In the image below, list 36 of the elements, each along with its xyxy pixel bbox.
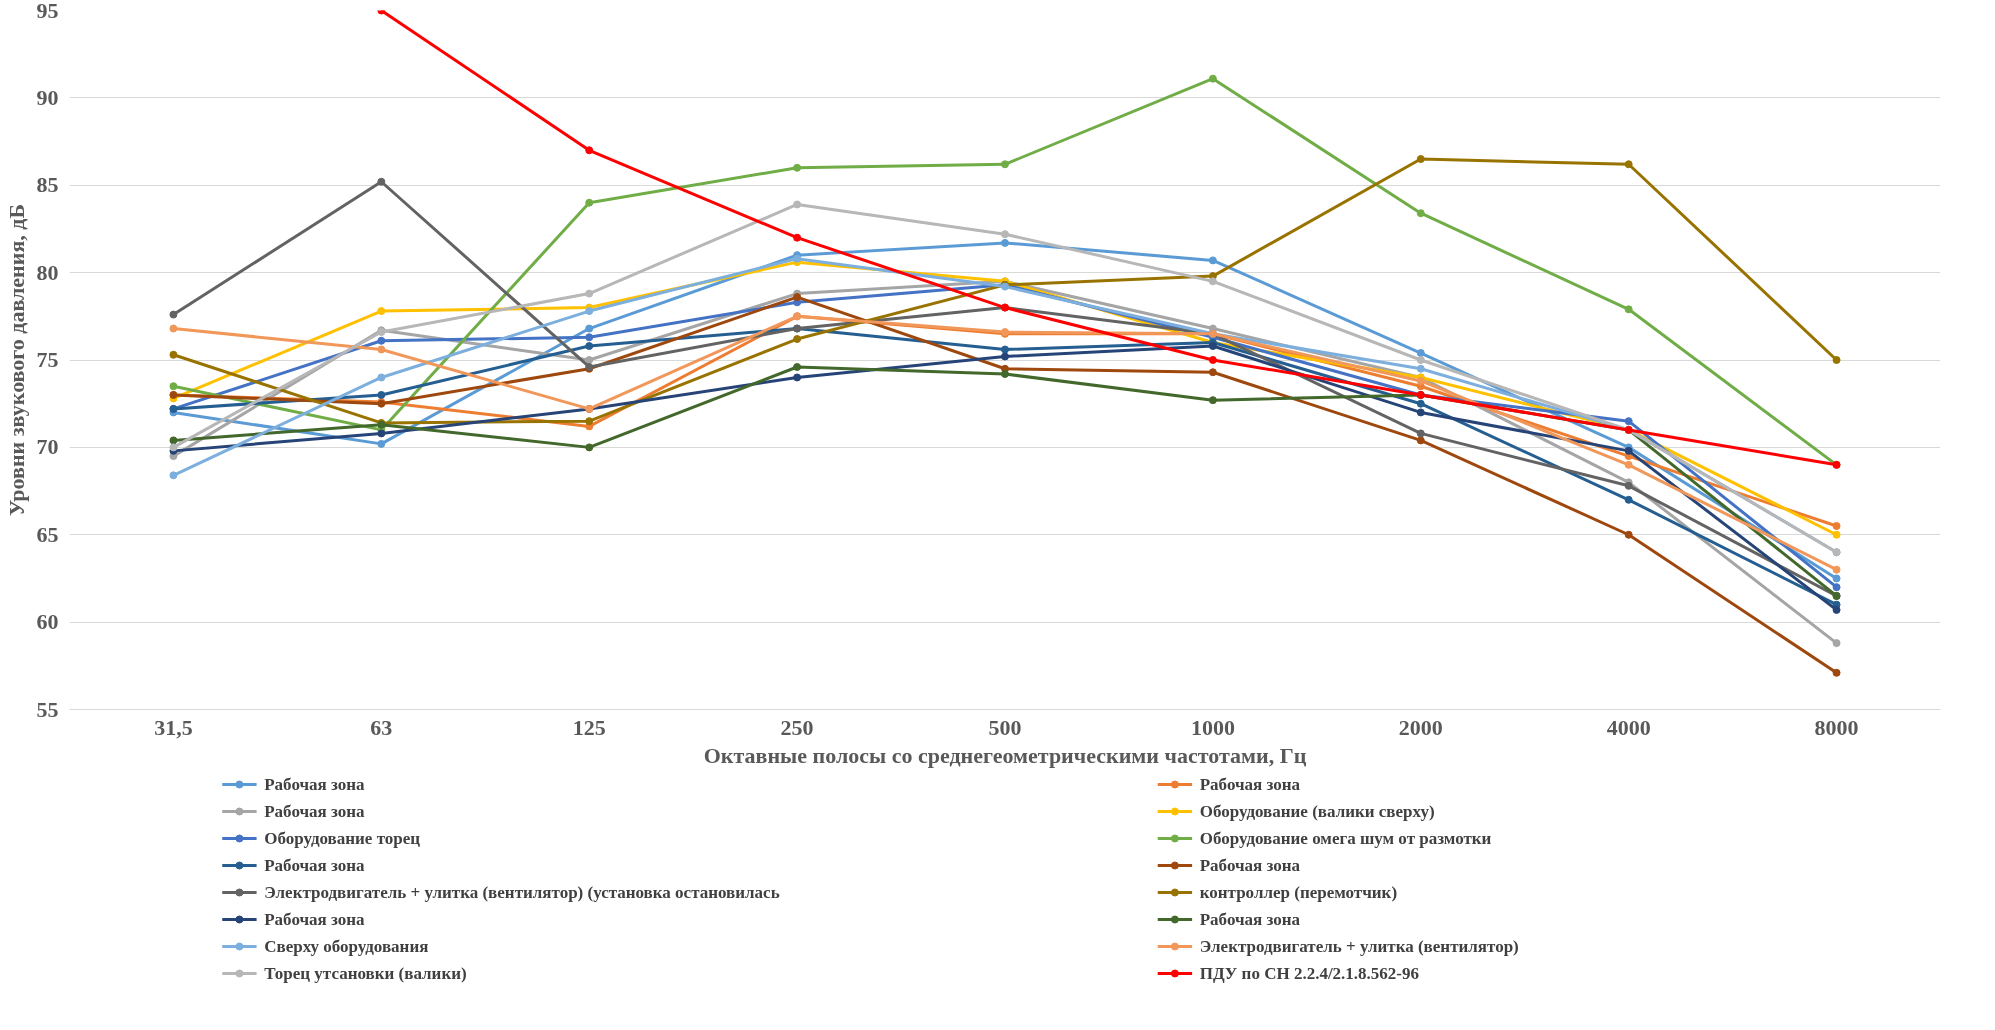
y-tick-label: 95 xyxy=(36,0,59,23)
legend-label: Рабочая зона xyxy=(264,910,366,929)
legend-label: Оборудование торец xyxy=(264,829,421,848)
y-tick-label: 60 xyxy=(36,609,59,635)
y-tick-label: 80 xyxy=(36,259,59,285)
legend-label: Электродвигатель + улитка (вентилятор) xyxy=(1199,937,1519,956)
legend-label: Электродвигатель + улитка (вентилятор) (установка остановилась xyxy=(264,883,780,902)
y-tick-label: 65 xyxy=(36,521,59,547)
x-axis-title: Октавные полосы со среднегеометрическими частотами, Гц xyxy=(703,742,1307,768)
x-tick-label: 1000 xyxy=(1190,714,1235,740)
x-tick-label: 2000 xyxy=(1398,714,1443,740)
x-tick-label: 125 xyxy=(572,714,606,740)
x-tick-label: 250 xyxy=(780,714,814,740)
y-tick-label: 75 xyxy=(36,347,59,372)
y-tick-label: 55 xyxy=(36,696,59,722)
x-tick-label: 31,5 xyxy=(154,714,193,740)
legend-label: Сверху оборудования xyxy=(264,937,429,956)
y-axis-title: Уровни звукового давления, дБ xyxy=(3,204,29,516)
legend-label: Рабочая зона xyxy=(264,856,366,875)
x-tick-label: 4000 xyxy=(1606,714,1651,740)
legend-label: Оборудование (валики сверху) xyxy=(1199,802,1435,821)
x-tick-label: 8000 xyxy=(1814,714,1859,740)
legend-label: Рабочая зона xyxy=(264,775,366,794)
legend-label: Рабочая зона xyxy=(1199,775,1301,794)
legend-label: Торец утсановки (валики) xyxy=(264,964,467,983)
legend-label: ПДУ по СН 2.2.4/2.1.8.562-96 xyxy=(1199,964,1420,983)
legend-label: Рабочая зона xyxy=(264,802,366,821)
y-tick-label: 90 xyxy=(36,84,59,110)
y-tick-label: 70 xyxy=(36,434,59,460)
x-tick-label: 500 xyxy=(988,714,1022,740)
legend-label: Рабочая зона xyxy=(1199,856,1301,875)
y-tick-label: 85 xyxy=(36,172,59,198)
legend-label: контроллер (перемотчик) xyxy=(1199,883,1398,902)
x-tick-label: 63 xyxy=(370,714,393,740)
legend-label: Рабочая зона xyxy=(1199,910,1301,929)
legend-label: Оборудование омега шум от размотки xyxy=(1199,829,1492,848)
